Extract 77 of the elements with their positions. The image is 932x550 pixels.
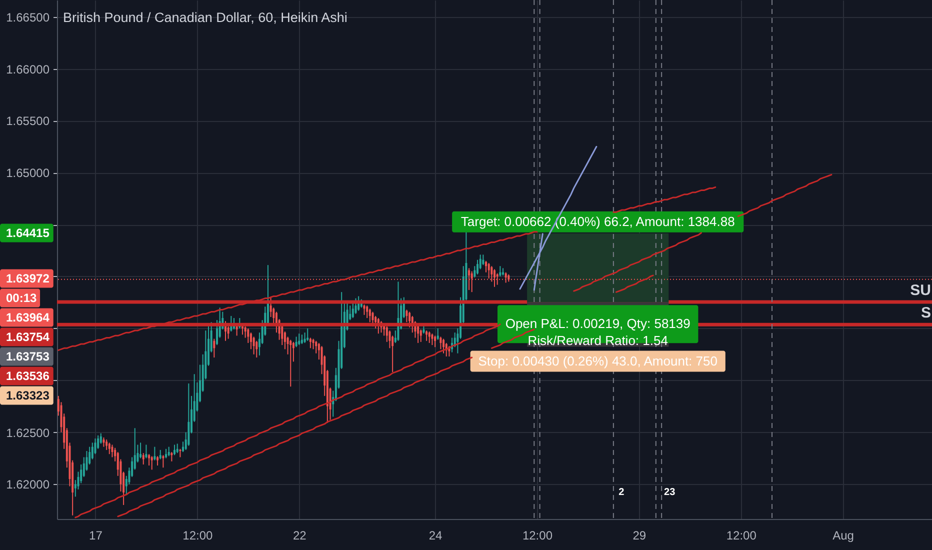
candlestick bbox=[434, 335, 436, 348]
y-tick-label: 1.66000 bbox=[6, 62, 50, 76]
candlestick bbox=[156, 456, 159, 466]
text: 1.63972 bbox=[6, 272, 50, 286]
candlestick bbox=[309, 337, 312, 349]
annotation: Stop: 0.00430 (0.26%) 43.0, Amount: 750 bbox=[478, 353, 718, 368]
candlestick bbox=[108, 442, 110, 455]
x-tick-label: Aug bbox=[832, 528, 854, 542]
candlestick bbox=[174, 444, 176, 456]
candlestick bbox=[150, 456, 153, 470]
text: 1.63754 bbox=[6, 330, 50, 344]
candlestick bbox=[440, 336, 442, 350]
candlestick bbox=[165, 448, 168, 459]
ref-line-label: S bbox=[920, 304, 931, 322]
candlestick bbox=[428, 331, 430, 344]
candlestick bbox=[295, 336, 298, 348]
text: 00:13 bbox=[6, 291, 38, 305]
candlestick bbox=[154, 446, 156, 461]
x-tick-label: 12:00 bbox=[522, 528, 553, 542]
candlestick bbox=[482, 254, 484, 266]
y-tick-label: 1.62000 bbox=[6, 478, 50, 492]
candlestick bbox=[148, 454, 150, 466]
candlestick bbox=[252, 336, 255, 355]
ref-line-label: SU bbox=[910, 282, 931, 300]
candlestick bbox=[188, 382, 190, 446]
y-tick-label: 1.66500 bbox=[6, 10, 50, 24]
candlestick bbox=[111, 444, 114, 458]
candlestick bbox=[162, 454, 164, 468]
y-tick-label: 1.65500 bbox=[6, 114, 50, 128]
annotation: Open P&L: 0.00219, Qty: 58139 Risk/Reward Ratio: 1.54 bbox=[505, 316, 690, 348]
candlestick bbox=[230, 315, 232, 332]
text: British Pound / Canadian Dollar, 60, Heikin Ashi bbox=[63, 10, 348, 25]
candlestick bbox=[176, 443, 178, 454]
x-tick-label: 29 bbox=[632, 528, 646, 542]
annotation: Target: 0.00662 (0.40%) 66.2, Amount: 1384.88 bbox=[460, 214, 735, 229]
candlestick bbox=[159, 449, 162, 460]
candlestick bbox=[306, 328, 309, 342]
x-tick-label: 24 bbox=[428, 528, 443, 542]
candlestick bbox=[312, 338, 314, 350]
candlestick bbox=[106, 439, 108, 450]
annotation: 23 bbox=[664, 487, 676, 498]
candlestick bbox=[102, 436, 105, 448]
candlestick bbox=[213, 338, 216, 358]
text: 1.63323 bbox=[6, 388, 50, 402]
x-tick-label: 22 bbox=[292, 528, 307, 542]
text: 1.64415 bbox=[6, 226, 50, 240]
candlestick bbox=[436, 328, 439, 340]
candlestick bbox=[417, 324, 420, 344]
text: 1.63964 bbox=[6, 310, 50, 324]
candlestick bbox=[168, 446, 170, 457]
candlestick bbox=[431, 333, 434, 346]
candlestick bbox=[442, 338, 445, 354]
candlestick bbox=[499, 266, 502, 277]
candlestick bbox=[140, 442, 142, 459]
candlestick bbox=[366, 305, 368, 319]
candlestick bbox=[488, 262, 490, 280]
annotation: 2 bbox=[618, 487, 625, 498]
candlestick bbox=[420, 328, 422, 342]
y-tick-label: 1.62500 bbox=[6, 426, 50, 440]
candlestick bbox=[426, 330, 428, 342]
text: 1.63536 bbox=[6, 369, 50, 383]
candlestick bbox=[290, 339, 292, 388]
candlestick bbox=[304, 332, 306, 344]
candlestick bbox=[142, 452, 144, 465]
candlestick bbox=[368, 308, 371, 323]
x-tick-label: 12:00 bbox=[726, 528, 757, 542]
candlestick bbox=[300, 334, 303, 344]
candlestick bbox=[170, 452, 173, 462]
y-tick-label: 1.65000 bbox=[6, 166, 50, 180]
candlestick bbox=[363, 304, 366, 316]
candlestick bbox=[256, 340, 258, 358]
x-tick-label: 17 bbox=[89, 528, 103, 542]
candlestick bbox=[145, 444, 148, 459]
x-tick-label: 12:00 bbox=[182, 528, 214, 542]
text: 1.63753 bbox=[6, 350, 50, 364]
candlestick bbox=[354, 298, 357, 314]
candlestick bbox=[298, 333, 300, 346]
